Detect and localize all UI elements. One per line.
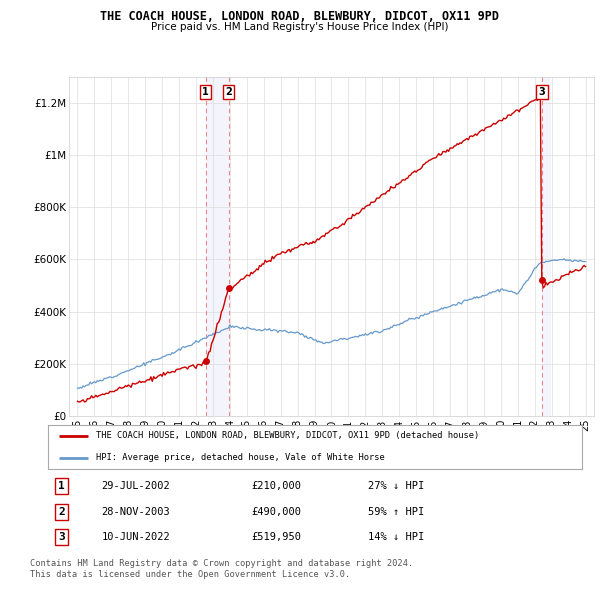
- Text: 59% ↑ HPI: 59% ↑ HPI: [368, 507, 425, 517]
- Text: 29-JUL-2002: 29-JUL-2002: [101, 481, 170, 491]
- Text: 14% ↓ HPI: 14% ↓ HPI: [368, 532, 425, 542]
- Text: £210,000: £210,000: [251, 481, 301, 491]
- Text: THE COACH HOUSE, LONDON ROAD, BLEWBURY, DIDCOT, OX11 9PD (detached house): THE COACH HOUSE, LONDON ROAD, BLEWBURY, …: [96, 431, 479, 440]
- Text: HPI: Average price, detached house, Vale of White Horse: HPI: Average price, detached house, Vale…: [96, 454, 385, 463]
- Text: THE COACH HOUSE, LONDON ROAD, BLEWBURY, DIDCOT, OX11 9PD: THE COACH HOUSE, LONDON ROAD, BLEWBURY, …: [101, 10, 499, 23]
- Text: Price paid vs. HM Land Registry's House Price Index (HPI): Price paid vs. HM Land Registry's House …: [151, 22, 449, 32]
- Text: Contains HM Land Registry data © Crown copyright and database right 2024.
This d: Contains HM Land Registry data © Crown c…: [30, 559, 413, 579]
- Text: £519,950: £519,950: [251, 532, 301, 542]
- Text: 28-NOV-2003: 28-NOV-2003: [101, 507, 170, 517]
- Text: 3: 3: [539, 87, 545, 97]
- Text: 2: 2: [58, 507, 65, 517]
- Text: 1: 1: [202, 87, 209, 97]
- Bar: [542, 77, 551, 416]
- Text: 2: 2: [225, 87, 232, 97]
- Text: 1: 1: [58, 481, 65, 491]
- Text: £490,000: £490,000: [251, 507, 301, 517]
- Bar: [206, 77, 229, 416]
- Text: 27% ↓ HPI: 27% ↓ HPI: [368, 481, 425, 491]
- Text: 3: 3: [58, 532, 65, 542]
- Text: 10-JUN-2022: 10-JUN-2022: [101, 532, 170, 542]
